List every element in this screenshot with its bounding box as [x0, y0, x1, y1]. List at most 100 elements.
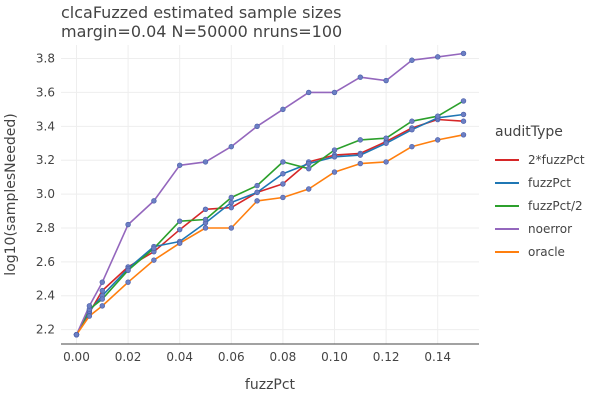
data-point: [228, 204, 234, 211]
x-axis-label: fuzzPct: [245, 377, 296, 393]
data-point: [202, 216, 209, 223]
data-point: [86, 303, 93, 309]
data-point: [435, 54, 441, 60]
legend-swatch: [495, 250, 519, 253]
data-point: [99, 287, 105, 294]
chart-title: clcaFuzzed estimated sample sizes: [61, 3, 342, 22]
data-point: [254, 123, 260, 130]
x-tick-label: 0.04: [166, 350, 193, 364]
data-point: [176, 240, 183, 246]
legend-label: fuzzPct/2: [528, 198, 583, 213]
y-tick-label: 2.6: [36, 255, 55, 269]
legend-label: 2*fuzzPct: [528, 152, 585, 167]
data-point: [228, 199, 234, 206]
data-point: [357, 152, 364, 158]
data-point: [176, 226, 183, 233]
y-tick-label: 3.8: [36, 52, 55, 66]
y-tick-label: 2.8: [36, 221, 55, 235]
x-tick-label: 0.12: [373, 350, 400, 364]
data-point: [254, 198, 260, 204]
data-point: [176, 218, 183, 224]
data-point: [409, 127, 415, 133]
legend-label: oracle: [528, 244, 565, 259]
data-point: [306, 186, 312, 192]
series-line-2-fuzzpct: [75, 118, 464, 336]
data-point: [357, 160, 364, 167]
data-point: [306, 160, 312, 167]
data-point: [280, 171, 286, 177]
x-tick-label: 0.14: [424, 350, 451, 364]
data-point: [125, 267, 131, 274]
legend-swatch: [495, 227, 519, 230]
data-point: [280, 159, 286, 165]
data-point: [280, 106, 286, 113]
y-tick-label: 2.4: [36, 289, 55, 303]
data-point: [409, 57, 415, 63]
data-point: [383, 135, 389, 141]
data-point: [99, 296, 105, 302]
data-point: [151, 198, 157, 204]
y-tick-label: 2.2: [36, 323, 55, 337]
y-axis-label: log10(samplesNeeded): [3, 113, 19, 275]
y-tick-label: 3.4: [36, 119, 55, 133]
data-point: [435, 113, 441, 119]
chart-subtitle: margin=0.04 N=50000 nruns=100: [61, 22, 343, 41]
data-point: [460, 132, 467, 138]
data-point: [280, 194, 286, 201]
data-point: [254, 182, 260, 189]
data-point: [460, 118, 467, 124]
data-point: [409, 118, 415, 124]
legend-item[interactable]: oracle: [495, 240, 585, 263]
legend-swatch: [495, 181, 519, 184]
data-point: [73, 331, 80, 338]
legend: auditType 2*fuzzPct fuzzPct fuzzPct/2 noerr…: [495, 124, 585, 263]
data-point: [125, 221, 131, 228]
legend-swatch: [495, 204, 519, 207]
data-point: [383, 140, 389, 146]
data-point: [409, 143, 415, 150]
data-point: [435, 137, 441, 143]
data-point: [357, 74, 364, 80]
data-point: [331, 169, 338, 175]
data-point: [151, 257, 157, 263]
data-point: [460, 111, 467, 118]
data-point: [306, 165, 312, 172]
legend-label: fuzzPct: [528, 175, 571, 190]
legend-swatch: [495, 158, 519, 161]
data-point: [86, 313, 93, 319]
data-point: [228, 194, 234, 201]
data-point: [460, 50, 467, 57]
data-point: [331, 154, 338, 160]
data-point: [280, 181, 286, 187]
data-point: [383, 77, 389, 84]
data-point: [99, 303, 105, 309]
x-tick-label: 0.08: [270, 350, 297, 364]
data-point: [151, 245, 157, 251]
data-point: [99, 279, 105, 285]
data-point: [228, 225, 234, 231]
data-point: [306, 89, 312, 96]
legend-item[interactable]: 2*fuzzPct: [495, 148, 585, 171]
data-point: [254, 189, 260, 196]
data-point: [383, 159, 389, 165]
data-point: [228, 143, 234, 150]
y-tick-label: 3.2: [36, 153, 55, 167]
data-point: [331, 147, 338, 153]
data-point: [202, 159, 209, 165]
x-tick-label: 0.02: [115, 350, 142, 364]
series-line-fuzzpct: [75, 113, 464, 336]
legend-item[interactable]: fuzzPct: [495, 171, 585, 194]
data-point: [202, 206, 209, 213]
y-tick-label: 3.0: [36, 187, 55, 201]
y-tick-label: 3.6: [36, 85, 55, 99]
data-point: [460, 98, 467, 104]
data-point: [125, 279, 131, 285]
data-point: [202, 225, 209, 231]
legend-label: noerror: [528, 221, 572, 236]
data-point: [357, 137, 364, 143]
legend-item[interactable]: fuzzPct/2: [495, 194, 585, 217]
x-tick-label: 0.00: [63, 350, 90, 364]
x-tick-label: 0.10: [321, 350, 348, 364]
legend-item[interactable]: noerror: [495, 217, 585, 240]
